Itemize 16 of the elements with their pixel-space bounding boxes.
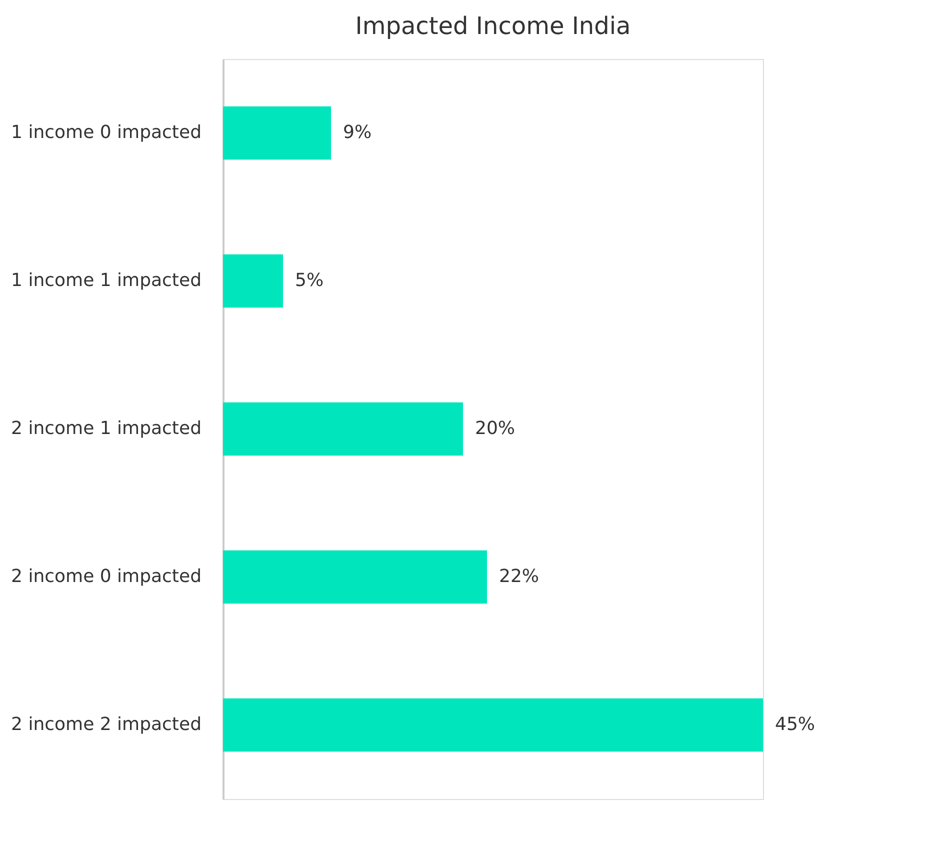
bar (223, 698, 763, 752)
bar (223, 106, 331, 160)
bar (223, 254, 283, 308)
data-label: 45% (775, 714, 816, 735)
y-tick-label: 1 income 0 impacted (11, 122, 202, 143)
data-label: 22% (499, 566, 540, 587)
y-tick-label: 2 income 1 impacted (11, 418, 202, 439)
chart-title: Impacted Income India (355, 12, 631, 40)
bar (223, 402, 463, 456)
data-label: 5% (295, 270, 324, 291)
data-label: 20% (475, 418, 516, 439)
y-tick-label: 2 income 2 impacted (11, 714, 202, 735)
bar (223, 550, 487, 604)
y-tick-label: 1 income 1 impacted (11, 270, 202, 291)
y-tick-label: 2 income 0 impacted (11, 566, 202, 587)
data-label: 9% (343, 122, 372, 143)
